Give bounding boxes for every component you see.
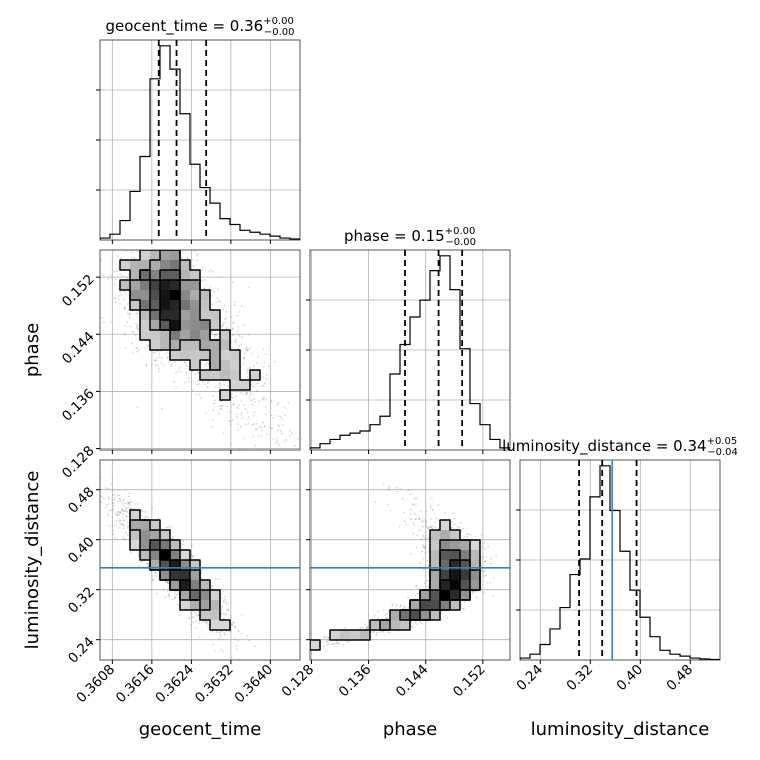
y-tick-label-luminosity_distance-2: 0.40 — [65, 534, 98, 567]
density-bins-luminosity_distance_vs_phase — [310, 520, 481, 651]
hist-step-geocent_time — [100, 45, 300, 240]
contours-phase_vs_geocent_time — [119, 250, 261, 401]
x-tick-label-phase-1: 0.136 — [336, 662, 375, 701]
x-tick-label-luminosity_distance-2: 0.40 — [614, 662, 647, 695]
hist-step-phase — [310, 255, 510, 450]
x-axis-label-luminosity_distance: luminosity_distance — [531, 719, 710, 740]
density-panel-phase_vs_geocent_time — [96, 249, 301, 454]
x-tick-label-phase-3: 0.152 — [450, 662, 489, 701]
y-tick-label-luminosity_distance-3: 0.48 — [65, 484, 98, 517]
luminosity_distance_vs_geocent_time-frame — [99, 459, 301, 661]
hist-step-luminosity_distance — [520, 465, 720, 660]
x-tick-label-geocent_time-3: 0.3632 — [192, 662, 237, 707]
hist-phase-grid — [310, 250, 510, 450]
x-tick-label-geocent_time-2: 0.3624 — [152, 662, 197, 707]
hist-geocent_time-grid — [100, 40, 300, 240]
density-bins-phase_vs_geocent_time — [120, 250, 261, 401]
hist-panel-luminosity_distance: luminosity_distance = 0.34+0.05 −0.04 — [502, 436, 738, 664]
phase_vs_geocent_time-frame — [99, 249, 301, 451]
x-axis-label-phase: phase — [383, 719, 437, 740]
y-tick-label-luminosity_distance-0: 0.24 — [65, 634, 98, 667]
luminosity_distance_vs_phase-frame — [309, 459, 511, 661]
x-tick-label-geocent_time-0: 0.3608 — [73, 662, 118, 707]
x-tick-label-phase-0: 0.128 — [279, 662, 318, 701]
y-tick-label-phase-1: 0.136 — [59, 386, 98, 425]
hist-panel-geocent_time: geocent_time = 0.36+0.00 −0.00 — [96, 16, 301, 244]
x-tick-label-phase-2: 0.144 — [393, 662, 432, 701]
x-tick-label-luminosity_distance-3: 0.48 — [664, 662, 697, 695]
x-tick-label-geocent_time-4: 0.3640 — [231, 662, 276, 707]
density-panel-luminosity_distance_vs_geocent_time — [96, 459, 301, 664]
y-tick-label-luminosity_distance-1: 0.32 — [65, 584, 98, 617]
title-luminosity_distance: luminosity_distance = 0.34+0.05 −0.04 — [502, 436, 738, 458]
y-axis-label-phase: phase — [22, 323, 43, 377]
density-bins-luminosity_distance_vs_geocent_time — [130, 510, 231, 631]
x-tick-label-luminosity_distance-1: 0.32 — [564, 662, 597, 695]
x-tick-label-luminosity_distance-0: 0.24 — [514, 662, 547, 695]
contours-luminosity_distance_vs_phase — [310, 519, 481, 651]
contours-luminosity_distance_vs_geocent_time — [129, 509, 231, 631]
y-tick-label-phase-0: 0.128 — [59, 443, 98, 482]
hist-panel-phase: phase = 0.15+0.00 −0.00 — [306, 226, 511, 454]
x-tick-label-geocent_time-1: 0.3616 — [113, 662, 158, 707]
y-tick-label-phase-3: 0.152 — [59, 271, 98, 310]
luminosity_distance_vs_phase-grid — [310, 460, 510, 660]
title-geocent_time: geocent_time = 0.36+0.00 −0.00 — [106, 16, 295, 38]
x-axis-label-geocent_time: geocent_time — [139, 719, 262, 740]
density-panel-luminosity_distance_vs_phase — [306, 459, 511, 664]
title-phase: phase = 0.15+0.00 −0.00 — [344, 226, 476, 248]
hist-luminosity_distance-grid — [520, 460, 720, 660]
y-tick-label-phase-2: 0.144 — [59, 329, 98, 368]
y-axis-label-luminosity_distance: luminosity_distance — [22, 471, 43, 650]
